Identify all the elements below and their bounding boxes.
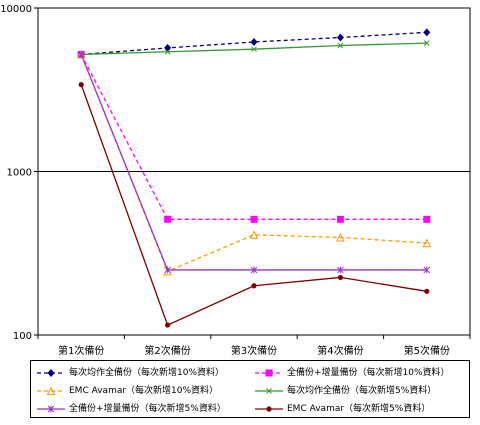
legend-label: 全備份+增量備份（每次新增10%資料） [287,368,450,378]
data-point [337,42,344,49]
legend-label: EMC Avamar（每次新增5%資料） [287,404,431,414]
data-point [336,215,344,223]
data-point [423,266,431,274]
legend-label: 全備份+增量備份（每次新增5%資料） [69,404,226,414]
legend-swatch [255,369,283,377]
series-line [81,31,427,56]
data-point [165,322,171,328]
data-point [78,82,84,88]
legend-swatch [37,386,65,395]
data-point [250,266,258,274]
data-point [337,266,344,274]
data-point [422,238,432,248]
legend-marker [266,388,272,394]
data-point [337,274,343,281]
data-point [77,50,85,58]
data-point [250,37,258,46]
x-tick-label: 第1次備份 [58,344,104,357]
data-point [250,215,258,223]
y-tick-label: 100 [13,331,32,342]
series [78,82,430,328]
legend-swatch [37,405,65,413]
data-point [164,48,171,55]
legend-label: EMC Avamar（每次新增10%資料） [69,386,219,396]
x-tick-label: 第3次備份 [231,344,277,357]
data-point [423,28,431,37]
series [77,50,431,274]
legend-marker [46,386,56,395]
legend-swatch [255,388,283,394]
legend-swatch [37,369,65,377]
legend-label: 每次均作全備份（每次新增5%資料） [287,386,437,396]
y-tick-label: 1000 [7,168,32,179]
y-tick-label: 10000 [0,4,32,15]
data-point [424,288,430,294]
data-point [164,215,172,223]
data-point [336,33,344,42]
series [78,40,430,58]
data-point [336,232,345,242]
data-point [251,283,257,289]
legend-marker [266,406,272,412]
legend: 每次均作全備份（每次新增10%資料） 全備份+增量備份（每次新增10%資料） EMC… [30,360,470,418]
data-point [249,230,259,239]
legend-label: 每次均作全備份（每次新增10%資料） [69,368,225,378]
line-chart: 100 1000 10000 第1次備份 第2次備份 第3次備份 第4次備份 第5次備份 [0,4,471,357]
series-line [80,54,427,220]
data-point [423,40,430,46]
legend-swatch [255,406,283,412]
data-point [423,215,431,223]
x-tick-label: 第4次備份 [317,344,363,357]
legend-marker [265,369,273,377]
legend-marker [47,369,55,377]
data-point [164,266,171,274]
data-point [251,46,257,53]
x-tick-label: 第2次備份 [144,344,190,357]
x-tick-label: 第5次備份 [404,344,450,357]
legend-marker [47,405,55,413]
